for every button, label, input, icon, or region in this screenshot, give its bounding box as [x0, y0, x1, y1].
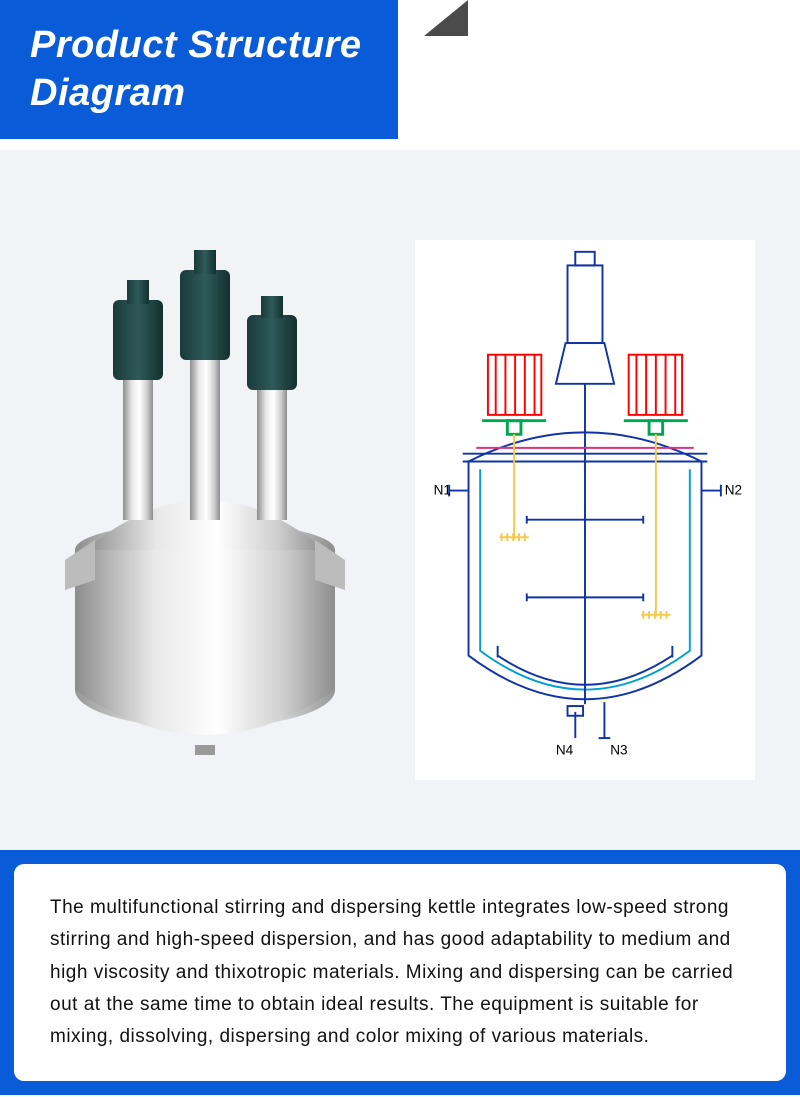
product-photo: [45, 250, 365, 770]
title-block: Product Structure Diagram: [0, 0, 398, 139]
title-line-2: Diagram: [30, 70, 362, 118]
label-n2: N2: [725, 482, 742, 497]
title-line-1: Product Structure: [30, 22, 362, 70]
label-n4: N4: [556, 743, 574, 758]
main-content: N1 N2 N4 N3: [0, 150, 800, 850]
structure-diagram: N1 N2 N4 N3: [415, 240, 755, 780]
header-banner: Product Structure Diagram: [0, 0, 800, 150]
description-frame: The multifunctional stirring and dispers…: [0, 850, 800, 1095]
label-n1: N1: [434, 482, 451, 497]
banner-notch: [424, 0, 468, 36]
description-text: The multifunctional stirring and dispers…: [14, 864, 786, 1081]
label-n3: N3: [610, 743, 627, 758]
